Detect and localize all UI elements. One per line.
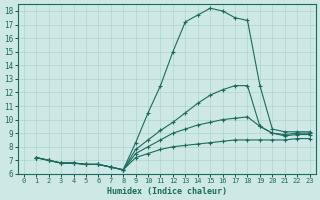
- X-axis label: Humidex (Indice chaleur): Humidex (Indice chaleur): [107, 187, 227, 196]
